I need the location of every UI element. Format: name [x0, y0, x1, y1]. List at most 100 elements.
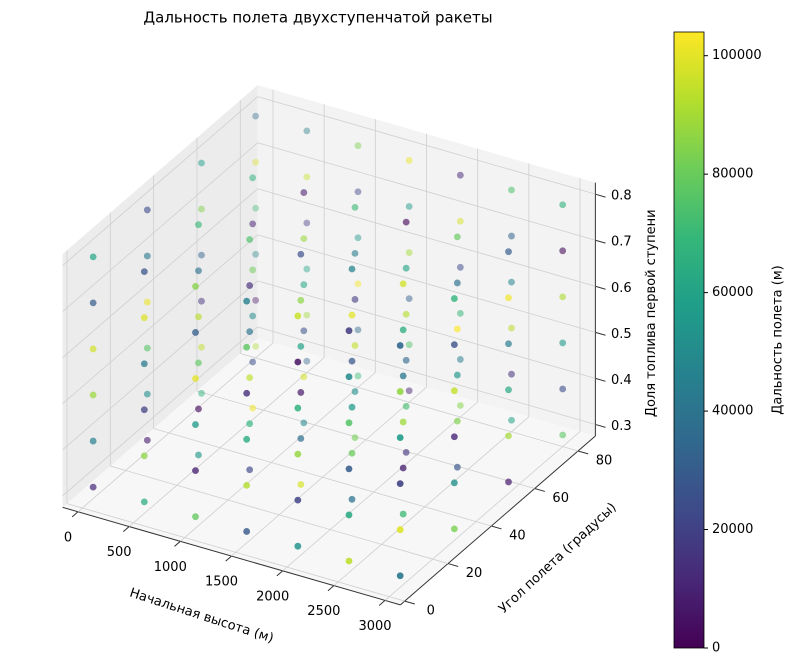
data-point	[453, 233, 461, 241]
data-point	[192, 421, 199, 428]
data-point	[559, 201, 567, 209]
data-point	[405, 157, 413, 164]
pane-left	[62, 85, 258, 508]
data-point	[249, 312, 257, 320]
data-point	[399, 510, 407, 518]
data-point	[140, 314, 148, 322]
data-point	[396, 342, 404, 349]
data-point	[143, 206, 151, 214]
grid-line	[62, 280, 258, 451]
data-point	[351, 250, 359, 257]
grid-line	[180, 372, 376, 542]
y-tick-label: 40	[509, 529, 526, 544]
grid-line	[110, 465, 449, 564]
data-point	[243, 435, 251, 443]
data-point	[249, 266, 257, 274]
data-point	[351, 203, 359, 211]
data-point	[456, 171, 464, 179]
data-point	[345, 373, 353, 381]
data-point	[505, 432, 512, 440]
data-point	[348, 495, 356, 503]
data-point	[89, 437, 97, 445]
grid-line	[128, 357, 325, 527]
data-point	[249, 174, 257, 182]
grid-line	[66, 503, 405, 602]
data-point	[300, 281, 308, 289]
data-point	[402, 448, 410, 456]
data-point	[89, 483, 97, 491]
data-point	[303, 173, 311, 181]
grid-line	[257, 234, 596, 333]
data-point	[297, 389, 305, 396]
data-point	[252, 250, 260, 258]
data-point	[345, 419, 353, 427]
data-point	[195, 221, 202, 229]
grid-line	[384, 431, 581, 601]
data-point	[140, 452, 148, 460]
data-point	[89, 253, 97, 261]
data-point	[396, 480, 404, 488]
x-tick-label: 500	[107, 545, 132, 560]
data-point	[198, 297, 205, 305]
data-point	[348, 357, 356, 365]
data-point	[399, 280, 407, 288]
z-tick-label: 0.4	[611, 373, 632, 388]
data-point	[354, 188, 362, 196]
data-point	[297, 250, 305, 258]
data-point	[140, 406, 148, 414]
y-axis-line	[400, 435, 596, 606]
data-point	[294, 404, 302, 412]
data-point	[453, 463, 461, 471]
data-point	[453, 371, 461, 379]
data-point	[297, 296, 305, 304]
data-point	[246, 420, 254, 428]
data-point	[143, 344, 151, 352]
data-point	[192, 467, 199, 475]
data-point	[243, 297, 251, 305]
data-point	[195, 451, 202, 459]
colorbar-tick-label: 100000	[712, 48, 762, 63]
data-point	[192, 329, 199, 336]
z-tick-mark	[595, 285, 606, 290]
data-point	[243, 343, 251, 351]
data-point	[297, 342, 305, 350]
data-point	[345, 511, 353, 519]
data-point	[505, 478, 512, 486]
data-point	[252, 204, 260, 212]
data-point	[405, 249, 413, 256]
data-point	[354, 326, 362, 334]
data-point	[348, 265, 356, 273]
data-point	[348, 403, 356, 411]
data-point	[195, 359, 202, 367]
x-tick-label: 1000	[154, 560, 187, 575]
grid-line	[257, 280, 596, 379]
data-point	[450, 341, 458, 349]
y-tick-mark	[491, 525, 502, 530]
data-point	[505, 248, 512, 256]
data-point	[354, 280, 362, 288]
data-point	[351, 434, 359, 442]
data-point	[249, 404, 257, 412]
data-point	[297, 481, 305, 488]
grid-line	[77, 342, 274, 513]
data-point	[300, 327, 308, 335]
colorbar-tick-label: 40000	[712, 404, 753, 419]
data-point	[143, 252, 151, 260]
data-point	[246, 466, 254, 474]
data-point	[402, 310, 410, 318]
data-point	[192, 375, 199, 382]
data-point	[399, 418, 407, 426]
data-point	[396, 434, 404, 441]
data-point	[89, 299, 97, 307]
grid-line	[62, 142, 258, 312]
data-point	[450, 479, 458, 487]
data-point	[402, 402, 410, 410]
data-point	[252, 342, 260, 350]
z-tick-mark	[595, 239, 606, 244]
data-point	[453, 417, 461, 425]
data-point	[351, 388, 359, 395]
data-point	[140, 268, 148, 276]
z-tick-mark	[595, 377, 606, 382]
data-point	[195, 313, 202, 321]
data-point	[303, 265, 311, 273]
